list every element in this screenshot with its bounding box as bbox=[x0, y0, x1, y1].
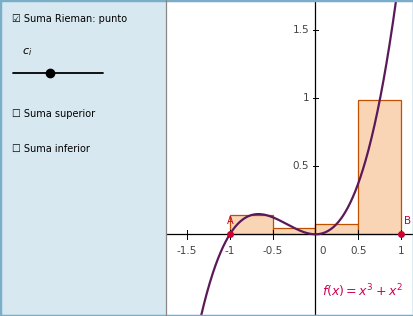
Bar bbox=[315, 224, 358, 234]
Text: ☐ Suma superior: ☐ Suma superior bbox=[12, 109, 95, 119]
Text: B: B bbox=[403, 216, 410, 226]
Text: $f(x) = x^3 + x^2$: $f(x) = x^3 + x^2$ bbox=[322, 282, 402, 300]
Text: A: A bbox=[226, 216, 233, 226]
Text: -1.5: -1.5 bbox=[176, 246, 197, 256]
Bar bbox=[229, 215, 272, 234]
Text: 0: 0 bbox=[318, 246, 325, 256]
Text: -0.5: -0.5 bbox=[262, 246, 282, 256]
Text: ☑ Suma Rieman: punto: ☑ Suma Rieman: punto bbox=[12, 14, 126, 24]
Text: ☐ Suma inferior: ☐ Suma inferior bbox=[12, 144, 89, 154]
Bar bbox=[358, 100, 400, 234]
Text: 1: 1 bbox=[397, 246, 404, 256]
Text: 1.5: 1.5 bbox=[292, 25, 308, 35]
Text: 0.5: 0.5 bbox=[292, 161, 308, 171]
Text: 0.5: 0.5 bbox=[349, 246, 366, 256]
Text: 1: 1 bbox=[301, 93, 308, 103]
Text: $c_i$: $c_i$ bbox=[21, 46, 32, 58]
Bar bbox=[272, 228, 315, 234]
Text: -1: -1 bbox=[224, 246, 235, 256]
